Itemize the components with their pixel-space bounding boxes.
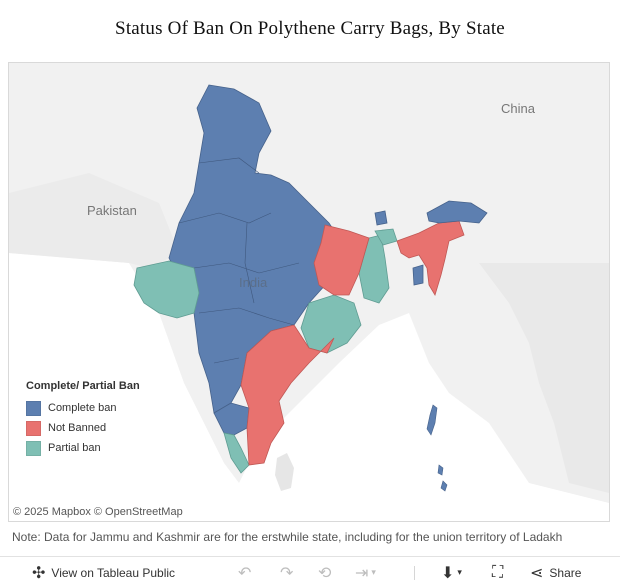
chart-title: Status Of Ban On Polythene Carry Bags, B… bbox=[115, 18, 505, 39]
pause-button[interactable]: ⇥ ▾ bbox=[355, 557, 376, 588]
region-complete-ban-arunachal[interactable] bbox=[426, 200, 488, 224]
view-on-tableau-label: View on Tableau Public bbox=[51, 565, 176, 580]
download-dropdown-icon: ▾ bbox=[457, 567, 462, 577]
country-label-india: India bbox=[239, 275, 268, 290]
pause-dropdown-icon: ▾ bbox=[371, 567, 376, 577]
download-button[interactable]: ⬇ ▾ bbox=[441, 557, 462, 588]
redo-button[interactable]: ↷ bbox=[280, 557, 293, 588]
undo-icon: ↶ bbox=[238, 564, 252, 582]
map-legend: Complete/ Partial Ban Complete ban Not B… bbox=[26, 380, 140, 458]
map-area[interactable]: China Pakistan India Complete/ Partial B… bbox=[8, 62, 610, 522]
toolbar-separator bbox=[414, 566, 415, 580]
region-complete-ban-small[interactable] bbox=[374, 210, 388, 226]
share-button[interactable]: ⋖ Share bbox=[530, 557, 581, 588]
country-label-pakistan: Pakistan bbox=[87, 203, 137, 218]
share-icon: ⋖ bbox=[530, 564, 544, 582]
pakistan-land bbox=[9, 173, 179, 268]
tableau-logo-icon: ✣ bbox=[32, 564, 46, 582]
map-attribution[interactable]: © 2025 Mapbox © OpenStreetMap bbox=[13, 506, 183, 518]
revert-icon: ⟲ bbox=[318, 564, 332, 582]
pause-icon: ⇥ bbox=[355, 564, 369, 582]
southeast-asia-land bbox=[439, 263, 609, 493]
state-borders bbox=[178, 157, 300, 364]
redo-icon: ↷ bbox=[280, 564, 294, 582]
legend-swatch bbox=[26, 400, 41, 416]
view-on-tableau-link[interactable]: ✣ View on Tableau Public bbox=[32, 557, 175, 588]
legend-item-not-banned[interactable]: Not Banned bbox=[26, 418, 140, 438]
fullscreen-icon: ⛶ bbox=[492, 563, 504, 581]
footnote: Note: Data for Jammu and Kashmir are for… bbox=[12, 530, 563, 544]
legend-label: Partial ban bbox=[48, 442, 101, 454]
ocean-shape bbox=[9, 253, 609, 521]
map-canvas[interactable] bbox=[9, 63, 609, 521]
undo-button[interactable]: ↶ bbox=[238, 557, 251, 588]
download-icon: ⬇ bbox=[441, 564, 455, 582]
share-label: Share bbox=[549, 565, 582, 580]
legend-item-complete-ban[interactable]: Complete ban bbox=[26, 398, 140, 418]
legend-swatch bbox=[26, 420, 41, 436]
legend-label: Complete ban bbox=[48, 402, 117, 414]
tableau-toolbar: ✣ View on Tableau Public ↶ ↷ ⟲ ⇥ ▾ ⬇ ▾ ⛶… bbox=[0, 556, 620, 588]
country-label-china: China bbox=[501, 101, 535, 116]
region-partial-ban-gujarat[interactable] bbox=[133, 260, 200, 319]
sri-lanka-shape bbox=[275, 453, 294, 491]
legend-label: Not Banned bbox=[48, 422, 107, 434]
region-complete-ban-andaman[interactable] bbox=[426, 404, 438, 436]
region-complete-ban-nicobar-2[interactable] bbox=[440, 480, 448, 492]
legend-item-partial-ban[interactable]: Partial ban bbox=[26, 438, 140, 458]
region-not-banned-bihar-jharkhand[interactable] bbox=[313, 224, 370, 296]
legend-title: Complete/ Partial Ban bbox=[26, 380, 140, 392]
region-complete-ban-tripura[interactable] bbox=[412, 264, 424, 286]
region-partial-ban-odisha[interactable] bbox=[300, 294, 362, 354]
revert-button[interactable]: ⟲ bbox=[318, 557, 331, 588]
region-complete-ban-nicobar-1[interactable] bbox=[437, 464, 444, 476]
fullscreen-button[interactable]: ⛶ bbox=[492, 557, 503, 588]
legend-swatch bbox=[26, 440, 41, 456]
region-not-banned-south-east[interactable] bbox=[240, 324, 335, 466]
